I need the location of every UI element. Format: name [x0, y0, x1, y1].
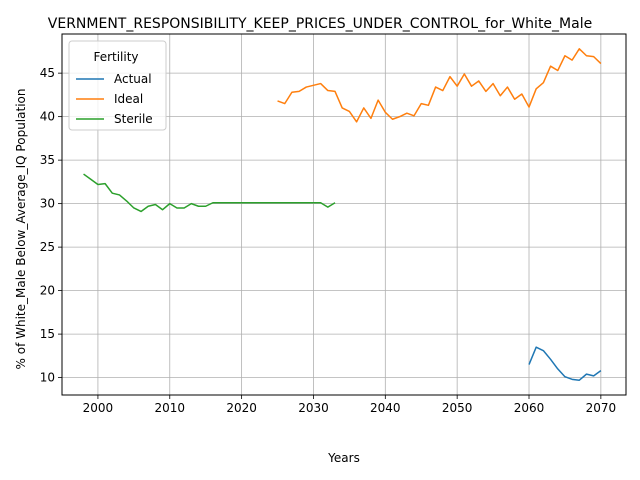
- y-tick-label: 20: [40, 284, 55, 298]
- x-tick-label: 2060: [514, 401, 545, 415]
- grid-lines: [62, 34, 626, 395]
- x-tick-label: 2000: [83, 401, 114, 415]
- x-tick-label: 2030: [298, 401, 329, 415]
- series-group: [83, 48, 602, 381]
- chart-title: VERNMENT_RESPONSIBILITY_KEEP_PRICES_UNDE…: [48, 16, 592, 32]
- x-axis-ticks: 2000 2010 2020 2030 2040 2050 2060 2070: [83, 395, 616, 415]
- y-axis-ticks: 10 15 20 25 30 35 40 45: [40, 66, 62, 385]
- x-tick-label: 2020: [226, 401, 257, 415]
- legend: Fertility Actual Ideal Sterile: [68, 40, 167, 131]
- y-tick-label: 40: [40, 110, 55, 124]
- legend-label-actual: Actual: [114, 72, 152, 86]
- y-tick-label: 10: [40, 371, 55, 385]
- series-line-actual: [528, 346, 602, 381]
- legend-title: Fertility: [93, 50, 138, 64]
- x-tick-label: 2050: [442, 401, 473, 415]
- y-tick-label: 45: [40, 66, 55, 80]
- legend-box: [68, 40, 167, 131]
- y-tick-label: 35: [40, 153, 55, 167]
- series-line-sterile: [83, 173, 336, 213]
- legend-label-sterile: Sterile: [114, 112, 153, 126]
- x-axis-label: Years: [327, 451, 360, 465]
- y-tick-label: 25: [40, 240, 55, 254]
- x-tick-label: 2040: [370, 401, 401, 415]
- plot-area-frame: [61, 33, 627, 396]
- y-tick-label: 30: [40, 197, 55, 211]
- y-tick-label: 15: [40, 327, 55, 341]
- series-line-ideal: [277, 48, 602, 123]
- legend-label-ideal: Ideal: [114, 92, 143, 106]
- y-axis-label: % of White_Male Below_Average_IQ Populat…: [14, 89, 28, 370]
- x-tick-label: 2010: [154, 401, 185, 415]
- x-tick-label: 2070: [586, 401, 617, 415]
